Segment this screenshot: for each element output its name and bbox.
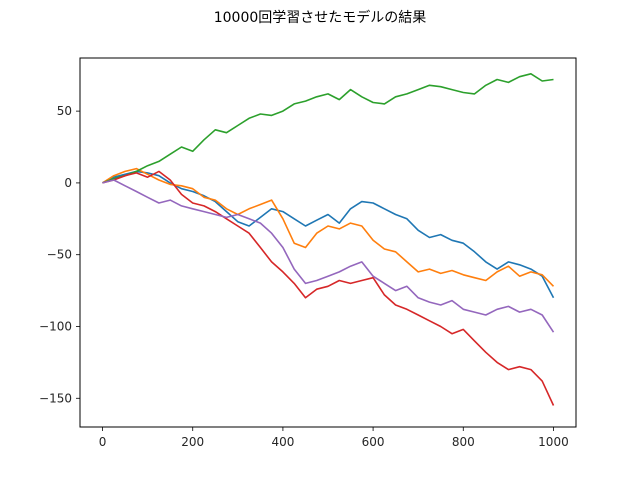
plot-lines [102,73,555,406]
x-tick-label: 400 [271,435,294,449]
y-axis: 50 0 −50 −100 −150 [39,104,80,405]
axes-frame [79,57,577,428]
chart-title: 10000回学習させたモデルの結果 [214,9,427,26]
y-tick-label: 50 [57,104,72,118]
series-line-3 [102,73,554,184]
series-line-1 [102,170,555,299]
series-line-2 [102,167,555,287]
x-tick-label: 200 [181,435,204,449]
x-tick-label: 1000 [538,435,569,449]
y-tick-label: −50 [47,248,72,262]
y-tick-label: 0 [64,176,72,190]
x-axis: 0 200 400 600 800 1000 [99,427,569,449]
series-line-4 [102,170,555,406]
series-line-5 [102,179,555,333]
x-tick-label: 0 [99,435,107,449]
x-tick-label: 800 [452,435,475,449]
y-tick-label: −100 [39,319,72,333]
x-tick-label: 600 [362,435,385,449]
y-tick-label: −150 [39,391,72,405]
